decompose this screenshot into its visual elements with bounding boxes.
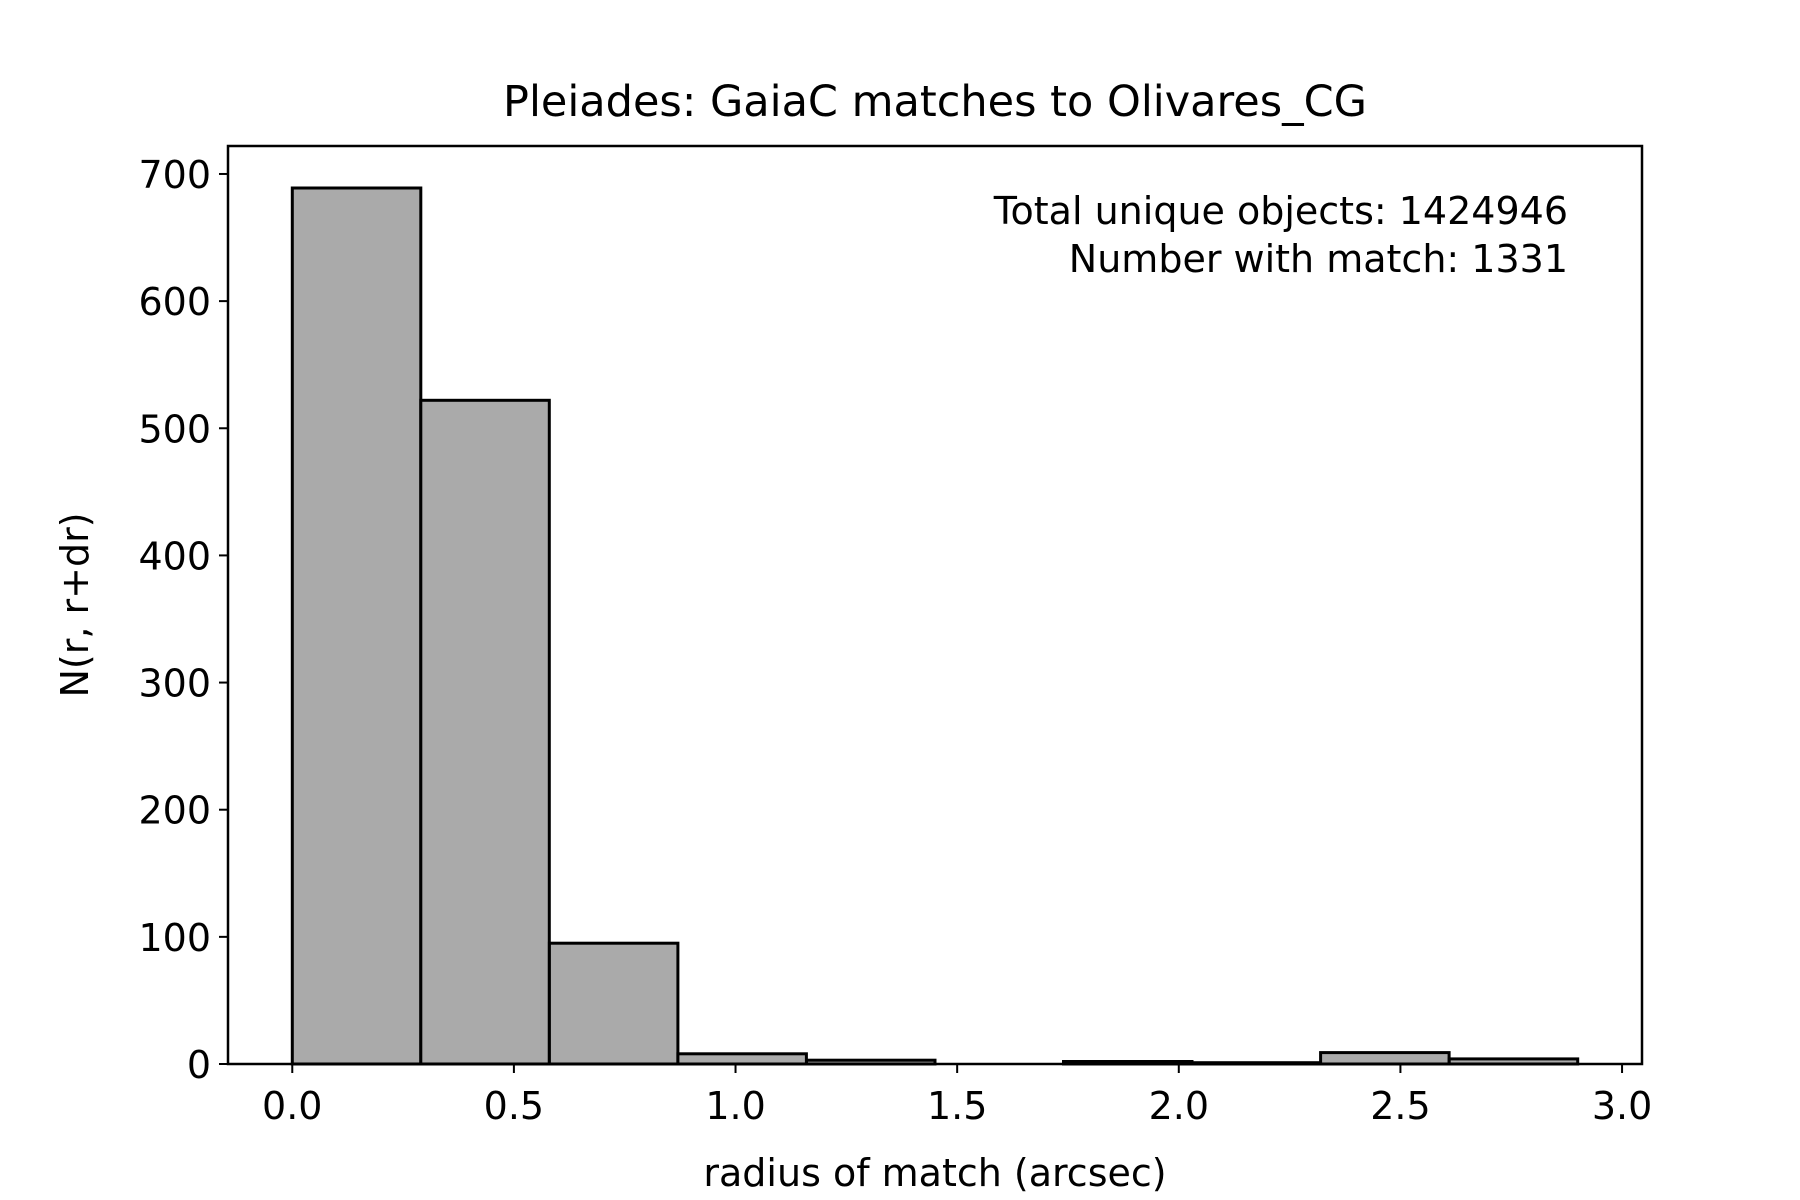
y-axis-ticks: 0 100 200 300 400 500 600 700 [138,153,228,1087]
y-tick-label: 100 [138,916,211,960]
histogram-bar [547,941,680,1066]
y-tick-label: 300 [138,662,211,706]
annotation-number-with-match: Number with match: 1331 [1069,237,1568,281]
histogram-bar [676,1052,808,1066]
y-tick-label: 700 [138,153,211,197]
x-tick-label: 0.0 [262,1084,322,1128]
x-tick-label: 0.5 [484,1084,544,1128]
x-axis-ticks: 0.0 0.5 1.0 1.5 2.0 2.5 3.0 [262,1064,1652,1128]
x-tick-label: 1.0 [705,1084,765,1128]
histogram-bar [419,398,551,1066]
x-axis-label: radius of match (arcsec) [703,1151,1166,1195]
y-tick-label: 200 [138,789,211,833]
y-axis-label: N(r, r+dr) [53,512,97,697]
x-tick-label: 2.0 [1149,1084,1209,1128]
y-tick-label: 400 [138,534,211,578]
y-tick-label: 500 [138,407,211,451]
histogram-bar [290,186,423,1066]
x-tick-label: 1.5 [927,1084,987,1128]
x-tick-label: 3.0 [1592,1084,1652,1128]
x-tick-label: 2.5 [1370,1084,1430,1128]
plot-frame [226,144,1644,1066]
chart-title: Pleiades: GaiaC matches to Olivares_CG [503,77,1367,127]
y-tick-label: 600 [138,280,211,324]
y-tick-label: 0 [187,1043,211,1087]
histogram-bar [1319,1051,1451,1066]
annotation-total-objects: Total unique objects: 1424946 [993,189,1568,233]
